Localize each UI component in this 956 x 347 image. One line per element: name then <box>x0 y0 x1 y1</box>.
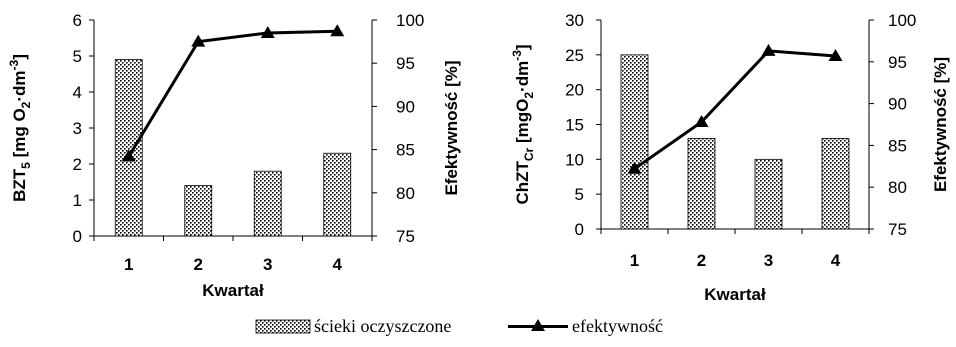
bar-1 <box>620 54 649 230</box>
bar-2 <box>687 138 716 230</box>
x-axis-title: Kwartał <box>704 285 766 304</box>
x-axis-title: Kwartał <box>202 281 264 300</box>
right-tick-label: 85 <box>396 141 415 160</box>
right-tick-label: 100 <box>396 11 424 30</box>
x-category-label: 4 <box>333 255 343 274</box>
left-axis-title: BZT5 [mg O2·dm-3] <box>7 54 33 202</box>
left-tick-label: 0 <box>73 227 82 246</box>
left-axis-title: ChZTCr [mgO2·dm-3] <box>510 44 536 204</box>
x-category-label: 3 <box>764 251 773 270</box>
legend-bar-swatch <box>255 319 311 334</box>
left-tick-label: 20 <box>565 81 584 100</box>
right-tick-label: 95 <box>396 54 415 73</box>
efficiency-line <box>127 29 338 158</box>
right-tick-label: 100 <box>888 11 916 30</box>
legend-line-label: efektywność <box>572 316 663 336</box>
left-tick-label: 6 <box>73 11 82 30</box>
efficiency-point-1 <box>627 161 642 174</box>
efficiency-point-4 <box>330 24 345 37</box>
legend: ścieki oczyszczone efektywność <box>255 316 663 336</box>
right-tick-label: 90 <box>888 95 907 114</box>
chart-2: 0 5 10 15 20 25 30 75 80 85 90 95 100 1 2 3 4 Kwartał ChZT… <box>510 11 950 304</box>
left-tick-label: 10 <box>565 150 584 169</box>
efficiency-point-4 <box>828 48 843 61</box>
left-tick-label: 4 <box>73 83 82 102</box>
left-tick-label: 5 <box>575 185 584 204</box>
left-tick-label: 0 <box>575 220 584 239</box>
left-tick-label: 15 <box>565 116 584 135</box>
right-tick-label: 80 <box>396 184 415 203</box>
bar-1 <box>114 59 143 237</box>
left-tick-label: 25 <box>565 46 584 65</box>
x-category-label: 3 <box>263 255 272 274</box>
right-tick-label: 75 <box>396 227 415 246</box>
efficiency-line <box>633 49 836 171</box>
efficiency-point-3 <box>761 43 776 56</box>
bar-2 <box>184 185 213 237</box>
right-axis-title: Efektywność [%] <box>442 60 461 195</box>
right-tick-label: 95 <box>888 53 907 72</box>
left-tick-label: 2 <box>73 155 82 174</box>
right-tick-label: 85 <box>888 136 907 155</box>
x-category-label: 2 <box>194 255 203 274</box>
bar-3 <box>754 158 783 230</box>
right-tick-label: 90 <box>396 97 415 116</box>
left-tick-label: 3 <box>73 119 82 138</box>
efficiency-point-3 <box>260 25 275 38</box>
x-category-label: 1 <box>630 251 639 270</box>
x-category-label: 1 <box>124 255 133 274</box>
chart-1: 0 1 2 3 4 5 6 75 80 85 90 95 100 1 2 3 4 Kwartał BZT5 [mg … <box>7 11 461 300</box>
x-category-label: 2 <box>697 251 706 270</box>
efficiency-point-2 <box>694 114 709 127</box>
bar-4 <box>821 138 850 230</box>
right-tick-label: 75 <box>888 220 907 239</box>
efficiency-point-1 <box>121 149 136 162</box>
right-tick-label: 80 <box>888 178 907 197</box>
left-tick-label: 5 <box>73 47 82 66</box>
efficiency-point-2 <box>191 34 206 47</box>
right-axis-title: Efektywność [%] <box>931 57 950 192</box>
x-category-label: 4 <box>831 251 841 270</box>
left-tick-label: 1 <box>73 191 82 210</box>
bar-3 <box>253 170 282 237</box>
legend-bar-label: ścieki oczyszczone <box>314 316 451 336</box>
legend-triangle-marker <box>531 319 545 331</box>
bar-4 <box>323 152 352 237</box>
left-tick-label: 30 <box>565 11 584 30</box>
